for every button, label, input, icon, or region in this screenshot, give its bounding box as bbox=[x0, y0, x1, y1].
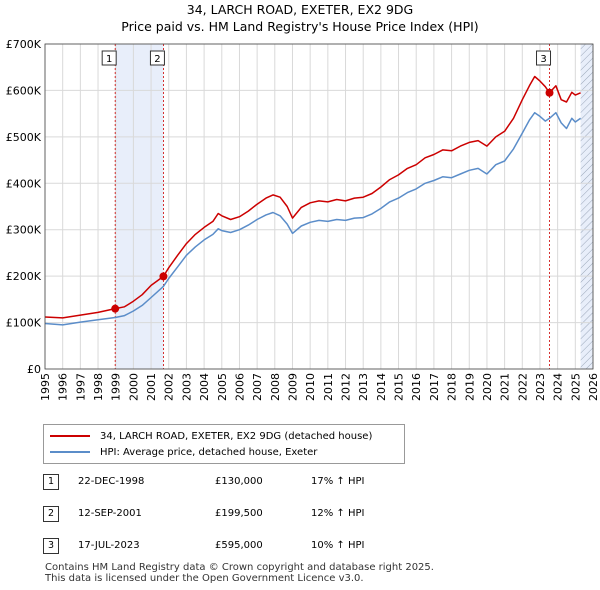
x-tick-label: 2024 bbox=[552, 373, 565, 401]
legend-swatch-hpi bbox=[50, 451, 90, 453]
sale-date: 12-SEP-2001 bbox=[78, 508, 142, 519]
sale-label: 3 bbox=[540, 54, 546, 65]
sale-label-box bbox=[149, 50, 165, 66]
footer-copyright: Contains HM Land Registry data © Crown c… bbox=[45, 562, 434, 573]
sale-point bbox=[159, 272, 168, 281]
legend-item-property: 34, LARCH ROAD, EXETER, EX2 9DG (detache… bbox=[50, 429, 372, 443]
legend-item-hpi: HPI: Average price, detached house, Exet… bbox=[50, 445, 317, 459]
x-tick-label: 2002 bbox=[163, 373, 176, 401]
sale-label: 2 bbox=[154, 54, 160, 65]
price-chart: 1 2 3 £0 £100K £200K £300K £400K £500K £600K £700K… bbox=[6, 38, 600, 401]
sale-price: £199,500 bbox=[215, 508, 263, 519]
x-tick-label: 2025 bbox=[569, 373, 582, 401]
x-tick-label: 2021 bbox=[499, 373, 512, 401]
sale-row: 2 12-SEP-2001 £199,500 12% ↑ HPI bbox=[43, 506, 443, 524]
sale-marker: 1 bbox=[43, 474, 59, 490]
shaded-span bbox=[115, 44, 164, 369]
forecast-hatch bbox=[580, 44, 593, 369]
legend-label-property: 34, LARCH ROAD, EXETER, EX2 9DG (detache… bbox=[100, 430, 373, 442]
y-tick-label: £300K bbox=[6, 224, 42, 237]
legend-swatch-property bbox=[50, 435, 90, 437]
sale-hpi-change: 17% ↑ HPI bbox=[311, 476, 365, 487]
chart-subtitle: Price paid vs. HM Land Registry's House … bbox=[121, 19, 479, 34]
x-tick-label: 2006 bbox=[233, 373, 246, 401]
x-tick-label: 2019 bbox=[463, 373, 476, 401]
y-tick-label: £700K bbox=[6, 38, 42, 51]
plot-frame bbox=[44, 43, 594, 370]
chart-svg: 1 2 3 £0 £100K £200K £300K £400K £500K £600K £700K… bbox=[6, 38, 600, 401]
sale-label-box bbox=[101, 50, 117, 66]
sale-marker: 2 bbox=[43, 506, 59, 522]
x-tick-label: 2001 bbox=[145, 373, 158, 401]
sale-hpi-change: 12% ↑ HPI bbox=[311, 508, 365, 519]
x-tick-label: 2014 bbox=[375, 373, 388, 401]
sale-row: 3 17-JUL-2023 £595,000 10% ↑ HPI bbox=[43, 538, 443, 556]
x-tick-label: 2015 bbox=[393, 373, 406, 401]
x-tick-label: 2026 bbox=[587, 373, 600, 401]
sale-point bbox=[111, 304, 120, 313]
x-tick-label: 1999 bbox=[110, 373, 123, 401]
x-tick-label: 2008 bbox=[269, 373, 282, 401]
sale-label-box bbox=[536, 50, 552, 66]
property-price-line bbox=[44, 75, 581, 319]
y-tick-label: £400K bbox=[6, 177, 42, 190]
x-tick-label: 2018 bbox=[446, 373, 459, 401]
sale-date: 17-JUL-2023 bbox=[78, 540, 140, 551]
x-tick-label: 2023 bbox=[534, 373, 547, 401]
chart-title: 34, LARCH ROAD, EXETER, EX2 9DG bbox=[186, 2, 414, 17]
sale-price: £130,000 bbox=[215, 476, 263, 487]
x-tick-label: 1995 bbox=[39, 373, 52, 401]
x-tick-label: 1998 bbox=[92, 373, 105, 401]
sale-date: 22-DEC-1998 bbox=[78, 476, 145, 487]
x-tick-label: 2010 bbox=[304, 373, 317, 401]
x-tick-label: 2003 bbox=[180, 373, 193, 401]
sale-marker: 3 bbox=[43, 538, 59, 554]
y-tick-label: £200K bbox=[6, 270, 42, 283]
y-tick-label: £0 bbox=[27, 363, 41, 376]
legend-label-hpi: HPI: Average price, detached house, Exet… bbox=[100, 446, 318, 458]
x-tick-label: 2007 bbox=[251, 373, 264, 401]
y-tick-label: £100K bbox=[6, 317, 42, 330]
x-tick-label: 2017 bbox=[428, 373, 441, 401]
sale-price: £595,000 bbox=[215, 540, 263, 551]
footer-licence: This data is licensed under the Open Gov… bbox=[45, 573, 364, 584]
x-tick-label: 2022 bbox=[516, 373, 529, 401]
x-tick-label: 1996 bbox=[57, 373, 70, 401]
sale-hpi-change: 10% ↑ HPI bbox=[311, 540, 365, 551]
x-tick-label: 1997 bbox=[74, 373, 87, 401]
sale-label: 1 bbox=[106, 54, 112, 65]
x-tick-label: 2000 bbox=[127, 373, 140, 401]
y-tick-label: £600K bbox=[6, 84, 42, 97]
hpi-line bbox=[44, 111, 582, 326]
legend: 34, LARCH ROAD, EXETER, EX2 9DG (detache… bbox=[43, 424, 405, 464]
x-tick-label: 2020 bbox=[481, 373, 494, 401]
x-tick-label: 2012 bbox=[340, 373, 353, 401]
x-tick-label: 2009 bbox=[286, 373, 299, 401]
x-tick-label: 2004 bbox=[198, 373, 211, 401]
x-tick-label: 2005 bbox=[216, 373, 229, 401]
sale-row: 1 22-DEC-1998 £130,000 17% ↑ HPI bbox=[43, 474, 443, 492]
x-tick-label: 2011 bbox=[322, 373, 335, 401]
footer: Contains HM Land Registry data © Crown c… bbox=[45, 562, 434, 584]
x-tick-label: 2013 bbox=[357, 373, 370, 401]
y-tick-label: £500K bbox=[6, 131, 42, 144]
sale-point bbox=[545, 88, 554, 97]
x-tick-label: 2016 bbox=[410, 373, 423, 401]
